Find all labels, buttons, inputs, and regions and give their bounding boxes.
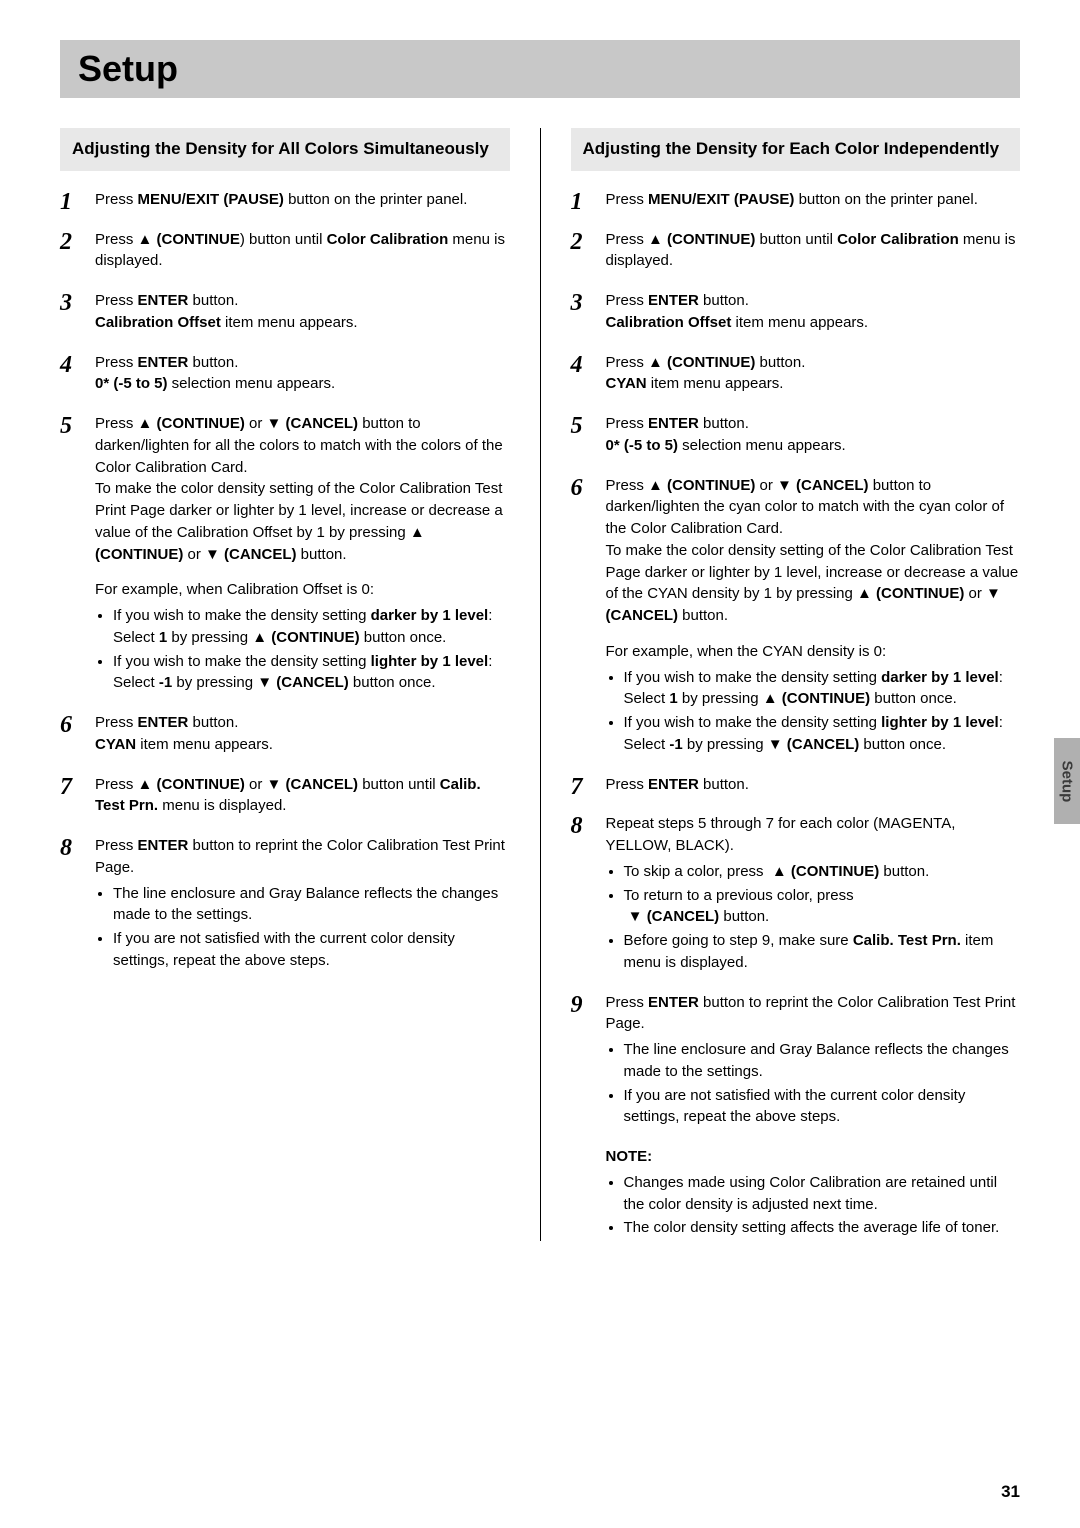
- step-item: Repeat steps 5 through 7 for each color …: [571, 813, 1021, 973]
- bullet-item: If you wish to make the density setting …: [624, 712, 1021, 756]
- step-item: Press ▲ (CONTINUE) button.CYAN item menu…: [571, 352, 1021, 396]
- step-item: Press ENTER button.Calibration Offset it…: [571, 290, 1021, 334]
- step-item: Press ▲ (CONTINUE) button until Color Ca…: [571, 229, 1021, 273]
- step-item: Press ENTER button to reprint the Color …: [60, 835, 510, 972]
- step-item: Press ▲ (CONTINUE) or ▼ (CANCEL) button …: [60, 774, 510, 818]
- bullet-item: If you wish to make the density setting …: [624, 667, 1021, 711]
- left-column: Adjusting the Density for All Colors Sim…: [60, 128, 510, 1241]
- note-bullet-item: Changes made using Color Calibration are…: [624, 1172, 1021, 1216]
- right-section-header: Adjusting the Density for Each Color Ind…: [571, 128, 1021, 171]
- right-column: Adjusting the Density for Each Color Ind…: [571, 128, 1021, 1241]
- step-bullets: To skip a color, press ▲ (CONTINUE) butt…: [606, 861, 1021, 974]
- bullet-item: To skip a color, press ▲ (CONTINUE) butt…: [624, 861, 1021, 883]
- left-section-header: Adjusting the Density for All Colors Sim…: [60, 128, 510, 171]
- step-item: Press ENTER button.0* (-5 to 5) selectio…: [60, 352, 510, 396]
- bullet-item: Before going to step 9, make sure Calib.…: [624, 930, 1021, 974]
- step-bullets: The line enclosure and Gray Balance refl…: [95, 883, 510, 972]
- step-item: Press ▲ (CONTINUE) or ▼ (CANCEL) button …: [60, 413, 510, 694]
- bullet-item: To return to a previous color, press ▼ (…: [624, 885, 1021, 929]
- page-number: 31: [1001, 1482, 1020, 1502]
- bullet-item: If you wish to make the density setting …: [113, 605, 510, 649]
- bullet-item: If you wish to make the density setting …: [113, 651, 510, 695]
- content-columns: Adjusting the Density for All Colors Sim…: [60, 128, 1020, 1241]
- page-title: Setup: [78, 48, 1002, 90]
- step-item: Press ▲ (CONTINUE) or ▼ (CANCEL) button …: [571, 475, 1021, 756]
- step-item: Press ENTER button to reprint the Color …: [571, 992, 1021, 1129]
- bullet-item: The line enclosure and Gray Balance refl…: [624, 1039, 1021, 1083]
- step-bullets: If you wish to make the density setting …: [95, 605, 510, 694]
- step-bullets: If you wish to make the density setting …: [606, 667, 1021, 756]
- step-item: Press MENU/EXIT (PAUSE) button on the pr…: [60, 189, 510, 211]
- note-bullet-item: The color density setting affects the av…: [624, 1217, 1021, 1239]
- right-steps-list: Press MENU/EXIT (PAUSE) button on the pr…: [571, 189, 1021, 1128]
- bullet-item: If you are not satisfied with the curren…: [113, 928, 510, 972]
- title-bar: Setup: [60, 40, 1020, 98]
- step-item: Press ▲ (CONTINUE) button until Color Ca…: [60, 229, 510, 273]
- step-item: Press ENTER button.Calibration Offset it…: [60, 290, 510, 334]
- bullet-item: If you are not satisfied with the curren…: [624, 1085, 1021, 1129]
- step-bullets: The line enclosure and Gray Balance refl…: [606, 1039, 1021, 1128]
- note-label: NOTE:: [606, 1146, 1021, 1168]
- step-item: Press ENTER button.0* (-5 to 5) selectio…: [571, 413, 1021, 457]
- note-block: NOTE: Changes made using Color Calibrati…: [571, 1146, 1021, 1239]
- bullet-item: The line enclosure and Gray Balance refl…: [113, 883, 510, 927]
- note-bullets: Changes made using Color Calibration are…: [606, 1172, 1021, 1239]
- side-tab: Setup: [1054, 738, 1080, 824]
- step-item: Press MENU/EXIT (PAUSE) button on the pr…: [571, 189, 1021, 211]
- left-steps-list: Press MENU/EXIT (PAUSE) button on the pr…: [60, 189, 510, 972]
- side-tab-label: Setup: [1059, 760, 1076, 802]
- step-item: Press ENTER button.: [571, 774, 1021, 796]
- step-item: Press ENTER button.CYAN item menu appear…: [60, 712, 510, 756]
- column-divider: [540, 128, 541, 1241]
